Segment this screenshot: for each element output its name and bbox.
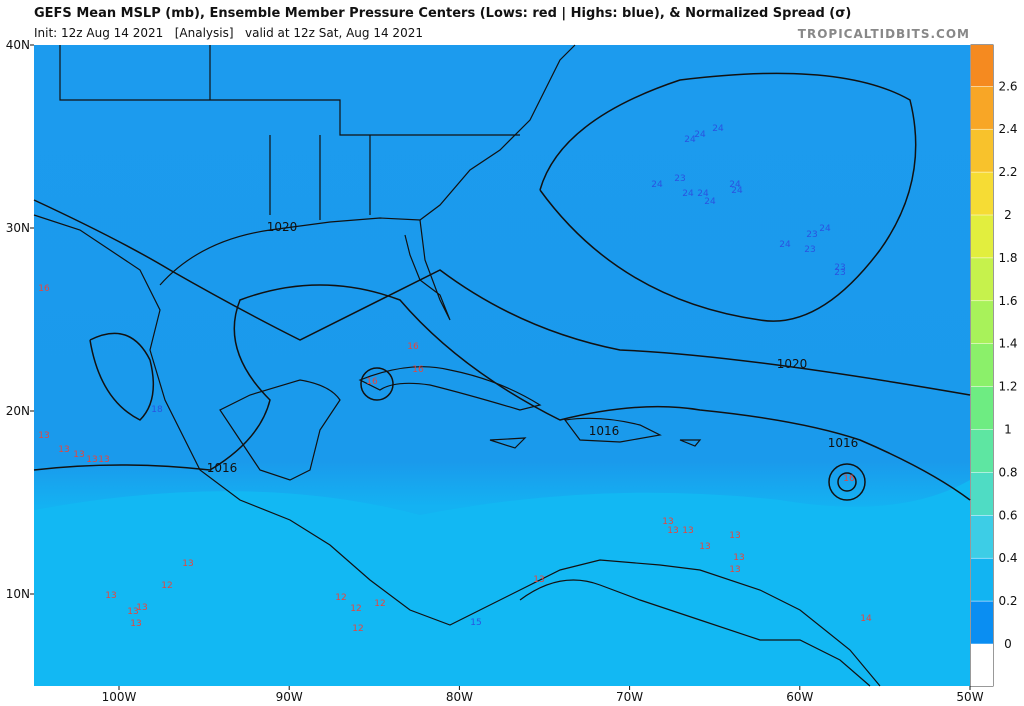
low-center: 13 bbox=[733, 553, 744, 563]
high-center: 24 bbox=[684, 135, 696, 145]
colorbar-label: 1 bbox=[1004, 423, 1012, 437]
low-center: 16 bbox=[843, 474, 855, 484]
high-center: 24 bbox=[731, 186, 743, 196]
high-center: 24 bbox=[694, 130, 706, 140]
colorbar-segment bbox=[971, 343, 993, 387]
lon-label: 70W bbox=[616, 690, 643, 704]
high-center: 24 bbox=[697, 189, 709, 199]
colorbar-segment bbox=[971, 215, 993, 258]
isobar-label: 1016 bbox=[828, 436, 859, 450]
low-center: 13 bbox=[729, 565, 740, 575]
colorbar-label: 2.4 bbox=[998, 122, 1017, 136]
lat-label: 40N bbox=[6, 38, 30, 52]
spread-area bbox=[34, 480, 970, 686]
colorbar-zero bbox=[971, 644, 993, 686]
title: GEFS Mean MSLP (mb), Ensemble Member Pre… bbox=[34, 6, 851, 21]
colorbar-label: 1.4 bbox=[998, 337, 1017, 351]
low-center: 13 bbox=[662, 517, 673, 527]
lon-label: 100W bbox=[102, 690, 137, 704]
isobar-label: 1020 bbox=[777, 357, 808, 371]
low-center: 13 bbox=[729, 531, 740, 541]
low-center: 13 bbox=[98, 455, 109, 465]
lon-label: 60W bbox=[786, 690, 813, 704]
low-center: 13 bbox=[86, 455, 97, 465]
coastlines bbox=[33, 44, 881, 687]
low-center: 12 bbox=[335, 593, 346, 603]
low-center: 12 bbox=[374, 599, 385, 609]
high-center: 23 bbox=[674, 174, 685, 184]
high-center: 24 bbox=[729, 180, 741, 190]
colorbar-segment bbox=[971, 86, 993, 130]
low-center: 13 bbox=[667, 526, 678, 536]
colorbar-label: 0.6 bbox=[998, 508, 1017, 522]
high-center: 23 bbox=[834, 268, 845, 278]
colorbar-label: 2.6 bbox=[998, 79, 1017, 93]
high-center: 24 bbox=[712, 124, 724, 134]
low-center: 13 bbox=[105, 591, 116, 601]
low-center: 13 bbox=[533, 575, 544, 585]
low-center: 13 bbox=[73, 450, 84, 460]
high-center: 15 bbox=[470, 618, 481, 628]
colorbar-segment bbox=[971, 558, 993, 602]
colorbar-segment bbox=[971, 300, 993, 344]
colorbar-label: 1.6 bbox=[998, 294, 1017, 308]
low-center: 12 bbox=[350, 604, 361, 614]
low-center: 12 bbox=[161, 581, 172, 591]
colorbar-segment bbox=[971, 601, 993, 644]
low-center: 16 bbox=[412, 365, 424, 375]
low-center: 12 bbox=[352, 624, 363, 634]
lat-label: 30N bbox=[6, 221, 30, 235]
high-center: 24 bbox=[682, 189, 694, 199]
colorbar-label: 0 bbox=[1004, 637, 1012, 651]
high-center: 23 bbox=[834, 263, 845, 273]
colorbar-label: 2 bbox=[1004, 208, 1012, 222]
lon-label: 90W bbox=[276, 690, 303, 704]
low-center: 16 bbox=[366, 377, 378, 387]
colorbar-segment bbox=[971, 172, 993, 215]
low-center: 13 bbox=[136, 603, 147, 613]
colorbar-segment bbox=[971, 429, 993, 473]
source: TROPICALTIDBITS.COM bbox=[798, 27, 970, 41]
high-center: 24 bbox=[779, 240, 791, 250]
lon-label: 50W bbox=[956, 690, 983, 704]
isobars bbox=[33, 72, 971, 501]
colorbar-segment bbox=[971, 472, 993, 516]
isobar-label: 1016 bbox=[207, 461, 238, 475]
colorbar-segment bbox=[971, 257, 993, 301]
high-center: 23 bbox=[804, 245, 815, 255]
low-center: 16 bbox=[407, 342, 419, 352]
low-center: 13 bbox=[182, 559, 193, 569]
low-center: 13 bbox=[127, 607, 138, 617]
colorbar-label: 0.8 bbox=[998, 465, 1017, 479]
low-center: 13 bbox=[682, 526, 693, 536]
high-center: 23 bbox=[806, 230, 817, 240]
colorbar-segment bbox=[971, 129, 993, 173]
high-center: 18 bbox=[151, 405, 163, 415]
high-center: 24 bbox=[819, 224, 831, 234]
isobar-label: 1020 bbox=[267, 220, 298, 234]
low-center: 13 bbox=[699, 542, 710, 552]
colorbar-label: 0.2 bbox=[998, 594, 1017, 608]
low-center: 13 bbox=[38, 431, 49, 441]
lat-label: 20N bbox=[6, 404, 30, 418]
colorbar-segment bbox=[971, 515, 993, 559]
low-center: 13 bbox=[58, 445, 69, 455]
low-center: 16 bbox=[38, 284, 50, 294]
colorbar-label: 0.4 bbox=[998, 551, 1017, 565]
colorbar-label: 1.8 bbox=[998, 251, 1017, 265]
colorbar-label: 2.2 bbox=[998, 165, 1017, 179]
colorbar-segment bbox=[971, 45, 993, 87]
colorbar-label: 1.2 bbox=[998, 380, 1017, 394]
low-center: 14 bbox=[860, 614, 872, 624]
high-center: 24 bbox=[651, 180, 663, 190]
colorbar-segment bbox=[971, 386, 993, 430]
lat-label: 10N bbox=[6, 587, 30, 601]
lon-label: 80W bbox=[446, 690, 473, 704]
init-line: Init: 12z Aug 14 2021 [Analysis] valid a… bbox=[34, 26, 423, 40]
high-center: 24 bbox=[704, 197, 716, 207]
low-center: 13 bbox=[130, 619, 141, 629]
isobar-label: 1016 bbox=[589, 424, 620, 438]
